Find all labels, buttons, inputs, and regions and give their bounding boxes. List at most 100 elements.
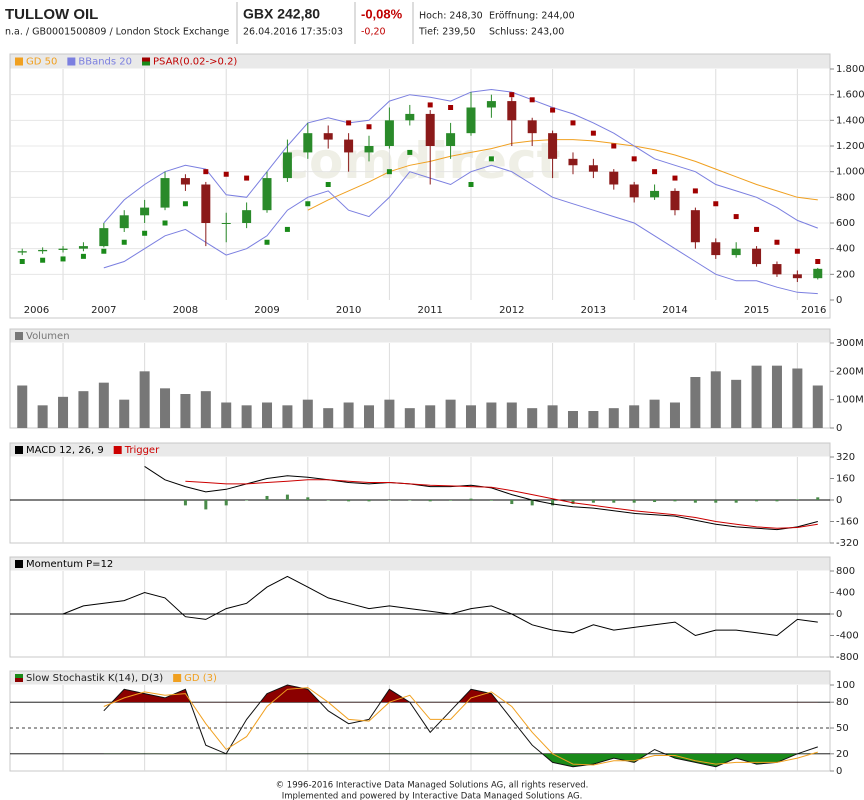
psar-dot — [407, 149, 413, 155]
y-tick-label: 1.400 — [836, 115, 864, 126]
histogram-bar — [469, 498, 473, 500]
close: Schluss: 243,00 — [489, 27, 564, 38]
psar-dot — [142, 230, 148, 236]
psar-dot — [570, 120, 576, 126]
y-tick-label: 0 — [836, 766, 842, 777]
watermark: comdirect — [279, 132, 560, 190]
histogram-bar — [408, 500, 412, 501]
change: -0,20 — [361, 27, 386, 38]
histogram-bar — [612, 500, 616, 503]
legend-label: MACD 12, 26, 9 — [26, 445, 104, 456]
candle-body — [119, 215, 129, 229]
histogram-bar — [224, 500, 228, 506]
histogram-bar — [775, 500, 779, 502]
candle-body — [792, 274, 802, 279]
psar-dot — [244, 175, 250, 181]
volume-bar — [649, 399, 660, 428]
histogram-bar — [510, 500, 514, 505]
legend-swatch — [15, 332, 23, 340]
legend-swatch — [67, 57, 76, 66]
indicator-line — [62, 575, 818, 637]
panel-frame — [9, 328, 831, 429]
histogram-bar — [693, 500, 697, 503]
bband-upper — [103, 88, 818, 229]
candle-body — [690, 210, 700, 243]
volume-bar — [465, 405, 476, 428]
psar-dot — [448, 105, 454, 110]
volume-bar — [364, 405, 375, 428]
histogram-bar — [571, 500, 575, 505]
price: GBX 242,80 — [243, 6, 320, 22]
candle-body — [507, 101, 517, 121]
volume-bar — [343, 402, 354, 428]
low: Tief: 239,50 — [418, 27, 475, 38]
volume-bar — [58, 396, 69, 428]
psar-dot — [305, 201, 311, 207]
legend-swatch — [15, 674, 23, 678]
histogram-bar — [306, 497, 310, 500]
footer-line: Implemented and powered by Interactive D… — [282, 792, 583, 800]
x-tick-label: 2009 — [254, 305, 279, 316]
psar-dot — [80, 253, 86, 259]
volume-bar — [384, 399, 395, 428]
candle-body — [344, 139, 354, 153]
volume-bar — [282, 405, 293, 428]
candle-body — [364, 146, 374, 153]
psar-dot — [713, 201, 719, 207]
x-tick-label: 2016 — [801, 305, 826, 316]
volume-bar — [792, 368, 803, 428]
candle-body — [711, 242, 721, 256]
psar-dot — [325, 182, 331, 187]
panel-header — [10, 329, 830, 343]
volume-bar — [119, 399, 130, 428]
indicator-line — [103, 687, 818, 766]
panel-header — [10, 443, 830, 457]
candle-body — [303, 133, 313, 153]
legend-label: Volumen — [26, 331, 70, 342]
legend-swatch — [15, 446, 23, 454]
volume-bar — [710, 371, 721, 428]
legend-swatch — [15, 678, 23, 682]
y-tick-label: 200M — [836, 366, 864, 377]
panel-frame — [9, 556, 831, 658]
volume-bar — [608, 408, 619, 428]
legend-swatch — [15, 57, 23, 66]
panel-header — [10, 54, 830, 69]
x-tick-label: 2015 — [744, 305, 769, 316]
x-tick-label: 2013 — [581, 305, 606, 316]
psar-dot — [692, 188, 698, 194]
y-tick-label: 0 — [836, 423, 842, 434]
histogram-bar — [755, 500, 759, 502]
psar-dot — [631, 156, 637, 162]
histogram-bar — [816, 497, 820, 500]
histogram-bar — [734, 500, 738, 503]
candle-body — [425, 113, 435, 146]
candle-body — [78, 246, 88, 249]
x-tick-label: 2011 — [417, 305, 442, 316]
panel-frame — [9, 442, 831, 544]
legend-label: Slow Stochastik K(14), D(3) — [26, 673, 163, 684]
candle-body — [17, 251, 27, 253]
y-tick-label: 400 — [836, 588, 855, 599]
histogram-bar — [285, 494, 289, 500]
psar-dot — [366, 124, 372, 130]
y-tick-label: 800 — [836, 192, 855, 203]
open: Eröffnung: 244,00 — [489, 11, 575, 22]
psar-dot — [509, 92, 515, 98]
volume-bar — [506, 402, 517, 428]
volume-bar — [323, 408, 334, 428]
y-tick-label: -320 — [836, 538, 859, 549]
histogram-bar — [183, 500, 187, 506]
volume-bar — [78, 391, 89, 428]
histogram-bar — [653, 500, 657, 503]
y-tick-label: 320 — [836, 452, 855, 463]
volume-bar — [221, 402, 232, 428]
indicator-line — [185, 479, 818, 529]
candle-body — [180, 178, 190, 185]
x-tick-label: 2006 — [24, 305, 49, 316]
candle-body — [588, 165, 598, 172]
y-tick-label: 0 — [836, 609, 842, 620]
candle-body — [650, 190, 660, 198]
y-tick-label: 0 — [836, 295, 842, 306]
candle-body — [405, 113, 415, 121]
